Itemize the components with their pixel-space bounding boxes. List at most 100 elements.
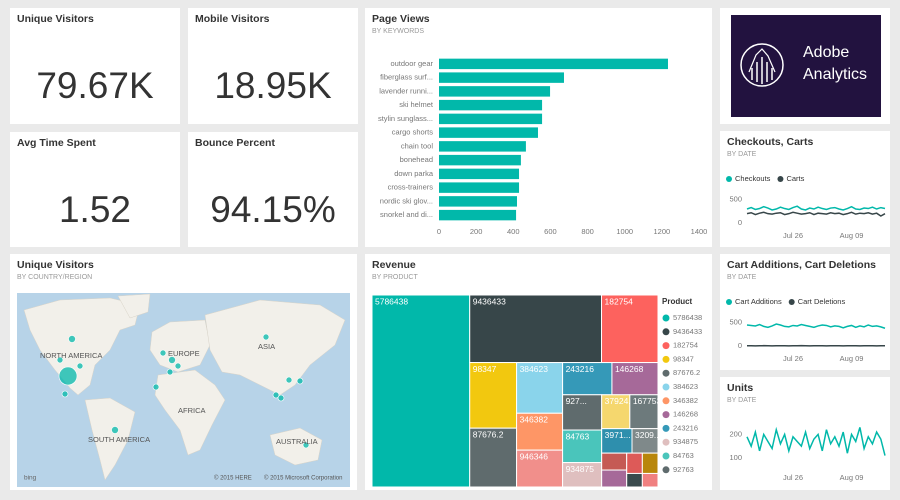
tile[interactable] xyxy=(10,8,180,124)
y-tick-label: cargo shorts xyxy=(392,128,434,137)
logo-text: Analytics xyxy=(803,66,867,83)
treemap-cell[interactable] xyxy=(641,472,659,488)
bar xyxy=(439,99,543,111)
treemap-label: 87676.2 xyxy=(473,429,504,439)
chart-title: Revenue xyxy=(372,259,416,271)
map-label: AFRICA xyxy=(178,406,206,415)
card-title: Avg Time Spent xyxy=(17,137,96,149)
map-bubble xyxy=(58,366,78,386)
bar xyxy=(439,58,668,70)
card-value: 79.67K xyxy=(36,65,154,106)
card-title: Mobile Visitors xyxy=(195,13,270,25)
treemap-cell[interactable] xyxy=(562,462,603,488)
x-tick-label: 200 xyxy=(470,227,483,236)
x-tick-label: Jul 26 xyxy=(783,473,803,482)
land xyxy=(149,319,211,373)
legend-swatch xyxy=(777,176,784,182)
bar xyxy=(439,182,520,193)
treemap-label: 37924... xyxy=(605,396,636,406)
y-tick-label: 500 xyxy=(729,318,742,327)
treemap-label: 146268 xyxy=(615,364,644,374)
tile[interactable] xyxy=(188,132,358,247)
card-value: 94.15% xyxy=(210,189,336,230)
legend-label: 84763 xyxy=(673,451,694,460)
legend-swatch xyxy=(662,466,670,474)
treemap-cell[interactable] xyxy=(631,428,659,454)
x-tick-label: 600 xyxy=(544,227,557,236)
legend-swatch xyxy=(662,452,670,460)
treemap-cell[interactable] xyxy=(601,394,631,430)
treemap-cell[interactable] xyxy=(562,429,603,464)
bar xyxy=(439,72,564,83)
land xyxy=(84,397,136,481)
treemap-cell[interactable] xyxy=(469,362,518,429)
map-attribution: © 2015 Microsoft Corporation xyxy=(264,475,342,482)
logo-text: Adobe xyxy=(803,44,849,61)
treemap-label: 3971... xyxy=(605,430,631,440)
map-brand: bing xyxy=(24,475,37,482)
map-bubble xyxy=(152,383,160,391)
treemap-label: 98347 xyxy=(473,364,497,374)
legend-label: Cart Additions xyxy=(735,297,782,306)
bar xyxy=(439,141,526,152)
land xyxy=(23,297,141,396)
treemap-cell[interactable] xyxy=(469,427,518,488)
land xyxy=(117,293,151,319)
map-bubble xyxy=(277,394,285,402)
map-label: EUROPE xyxy=(168,349,200,358)
tile[interactable] xyxy=(720,254,890,370)
map-label: ASIA xyxy=(258,342,275,351)
treemap-label: 3209... xyxy=(635,430,661,440)
treemap-cell[interactable] xyxy=(469,294,603,364)
map-bubble xyxy=(166,368,174,376)
treemap-cell[interactable] xyxy=(601,469,628,488)
treemap-label: 346382 xyxy=(520,415,549,425)
treemap-cell[interactable] xyxy=(516,362,564,414)
x-tick-label: Jul 26 xyxy=(783,354,803,363)
y-tick-label: 0 xyxy=(738,218,742,227)
map-label: SOUTH AMERICA xyxy=(88,435,150,444)
chart-title: Checkouts, Carts xyxy=(727,136,814,148)
bar xyxy=(439,113,543,125)
treemap-label: 243216 xyxy=(566,364,595,374)
x-tick-label: 1000 xyxy=(616,227,633,236)
legend-label: 92763 xyxy=(673,465,694,474)
treemap-cell[interactable] xyxy=(601,294,659,364)
legend-swatch xyxy=(662,328,670,336)
y-tick-label: lavender runni... xyxy=(379,86,433,95)
chart-subtitle: BY DATE xyxy=(727,151,757,158)
legend-label: Carts xyxy=(786,174,804,183)
treemap-cell[interactable] xyxy=(641,452,659,474)
tile[interactable] xyxy=(720,131,890,247)
x-tick-label: 1400 xyxy=(691,227,708,236)
land xyxy=(204,299,346,396)
y-tick-label: 0 xyxy=(738,341,742,350)
bar xyxy=(439,127,538,138)
treemap-label: 5786438 xyxy=(375,296,408,306)
tile[interactable] xyxy=(365,8,712,247)
treemap-label: 182754 xyxy=(605,296,634,306)
legend-title: Product xyxy=(662,297,693,306)
treemap-cell[interactable] xyxy=(601,452,628,471)
treemap-cell[interactable] xyxy=(626,472,643,488)
treemap-cell[interactable] xyxy=(371,294,471,488)
map-bubble xyxy=(61,390,69,398)
treemap-cell[interactable] xyxy=(626,452,643,474)
legend-swatch xyxy=(788,299,795,305)
legend-label: Cart Deletions xyxy=(798,297,846,306)
land xyxy=(154,369,226,456)
y-tick-label: 200 xyxy=(729,429,742,438)
x-tick-label: 400 xyxy=(507,227,520,236)
treemap-label: 927... xyxy=(566,396,587,406)
tile[interactable] xyxy=(10,132,180,247)
treemap-cell[interactable] xyxy=(611,362,659,396)
legend-label: 346382 xyxy=(673,396,698,405)
treemap-label: 934875 xyxy=(566,464,595,474)
chart-title: Page Views xyxy=(372,13,430,25)
legend-swatch xyxy=(662,342,670,350)
map-bubble xyxy=(296,377,304,385)
tile[interactable] xyxy=(188,8,358,124)
x-tick-label: Aug 09 xyxy=(840,473,864,482)
treemap-cell[interactable] xyxy=(516,412,564,451)
legend-swatch xyxy=(662,369,670,377)
